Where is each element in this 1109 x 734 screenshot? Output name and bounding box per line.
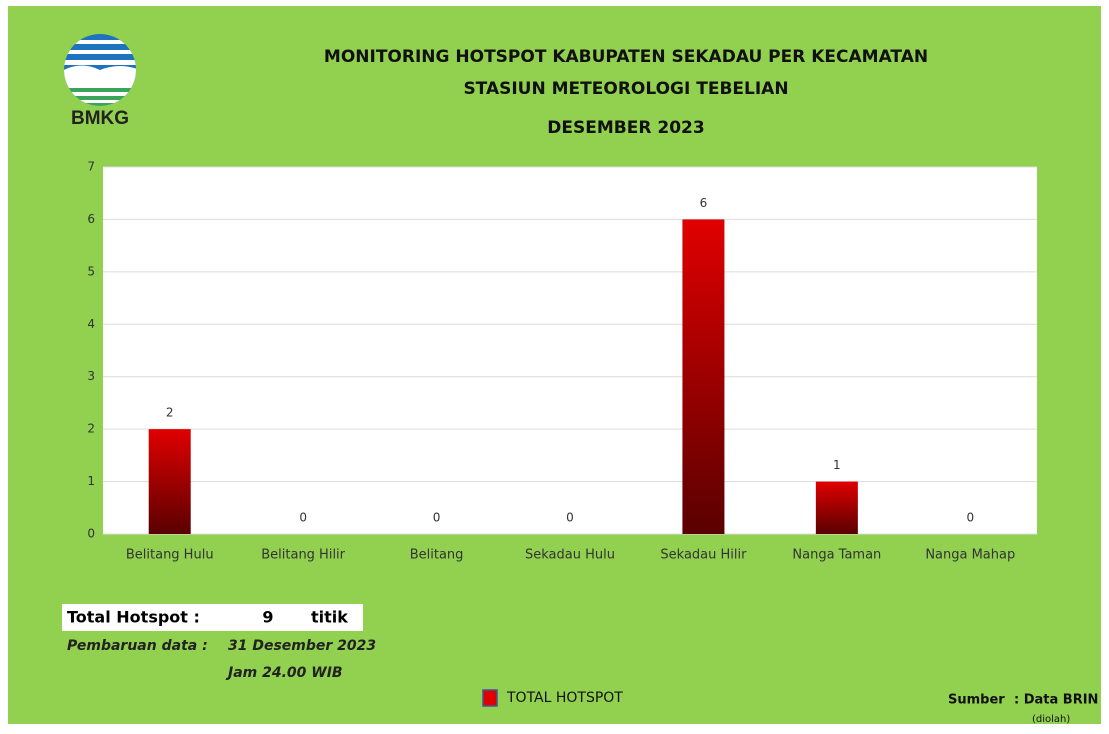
- logo-text: BMKG: [71, 108, 129, 129]
- y-tick-label: 1: [87, 474, 95, 488]
- x-tick-label: Belitang Hulu: [126, 548, 214, 563]
- legend-label: TOTAL HOTSPOT: [506, 690, 623, 706]
- data-label: 0: [966, 511, 974, 525]
- y-tick-label: 5: [87, 264, 95, 278]
- x-tick-label: Sekadau Hilir: [660, 548, 747, 563]
- data-label: 0: [433, 511, 441, 525]
- data-label: 6: [700, 196, 708, 210]
- x-tick-label: Sekadau Hulu: [525, 548, 615, 563]
- source-note: (diolah): [1032, 714, 1070, 725]
- chart-period: DESEMBER 2023: [547, 118, 704, 138]
- update-label: Pembaruan data :: [67, 638, 208, 654]
- total-box: [62, 604, 363, 631]
- y-tick-label: 7: [87, 160, 95, 174]
- total-label: Total Hotspot :: [67, 608, 200, 627]
- chart-subtitle: STASIUN METEOROLOGI TEBELIAN: [463, 79, 788, 99]
- x-tick-label: Nanga Taman: [792, 548, 881, 563]
- x-tick-label: Belitang Hilir: [261, 548, 345, 563]
- y-tick-label: 0: [87, 527, 95, 541]
- update-date: 31 Desember 2023: [228, 638, 376, 654]
- y-tick-label: 2: [87, 422, 95, 436]
- x-tick-label: Belitang: [410, 548, 464, 563]
- y-tick-label: 3: [87, 369, 95, 383]
- bar: [682, 219, 725, 534]
- x-tick-label: Nanga Mahap: [925, 548, 1015, 563]
- data-label: 0: [299, 511, 307, 525]
- data-label: 1: [833, 458, 841, 472]
- bar: [148, 429, 191, 534]
- y-tick-label: 4: [87, 317, 95, 331]
- plot-area: [103, 167, 1037, 534]
- total-value: 9: [262, 608, 273, 627]
- chart-title: MONITORING HOTSPOT KABUPATEN SEKADAU PER…: [324, 47, 928, 67]
- source-label: Sumber: [948, 693, 1005, 708]
- source-value: : Data BRIN: [1014, 693, 1098, 708]
- y-tick-label: 6: [87, 212, 95, 226]
- logo: [64, 34, 136, 106]
- legend-swatch: [482, 689, 498, 707]
- bar: [815, 481, 858, 534]
- data-label: 2: [166, 406, 174, 420]
- total-unit: titik: [311, 608, 348, 627]
- data-label: 0: [566, 511, 574, 525]
- update-time: Jam 24.00 WIB: [225, 665, 343, 681]
